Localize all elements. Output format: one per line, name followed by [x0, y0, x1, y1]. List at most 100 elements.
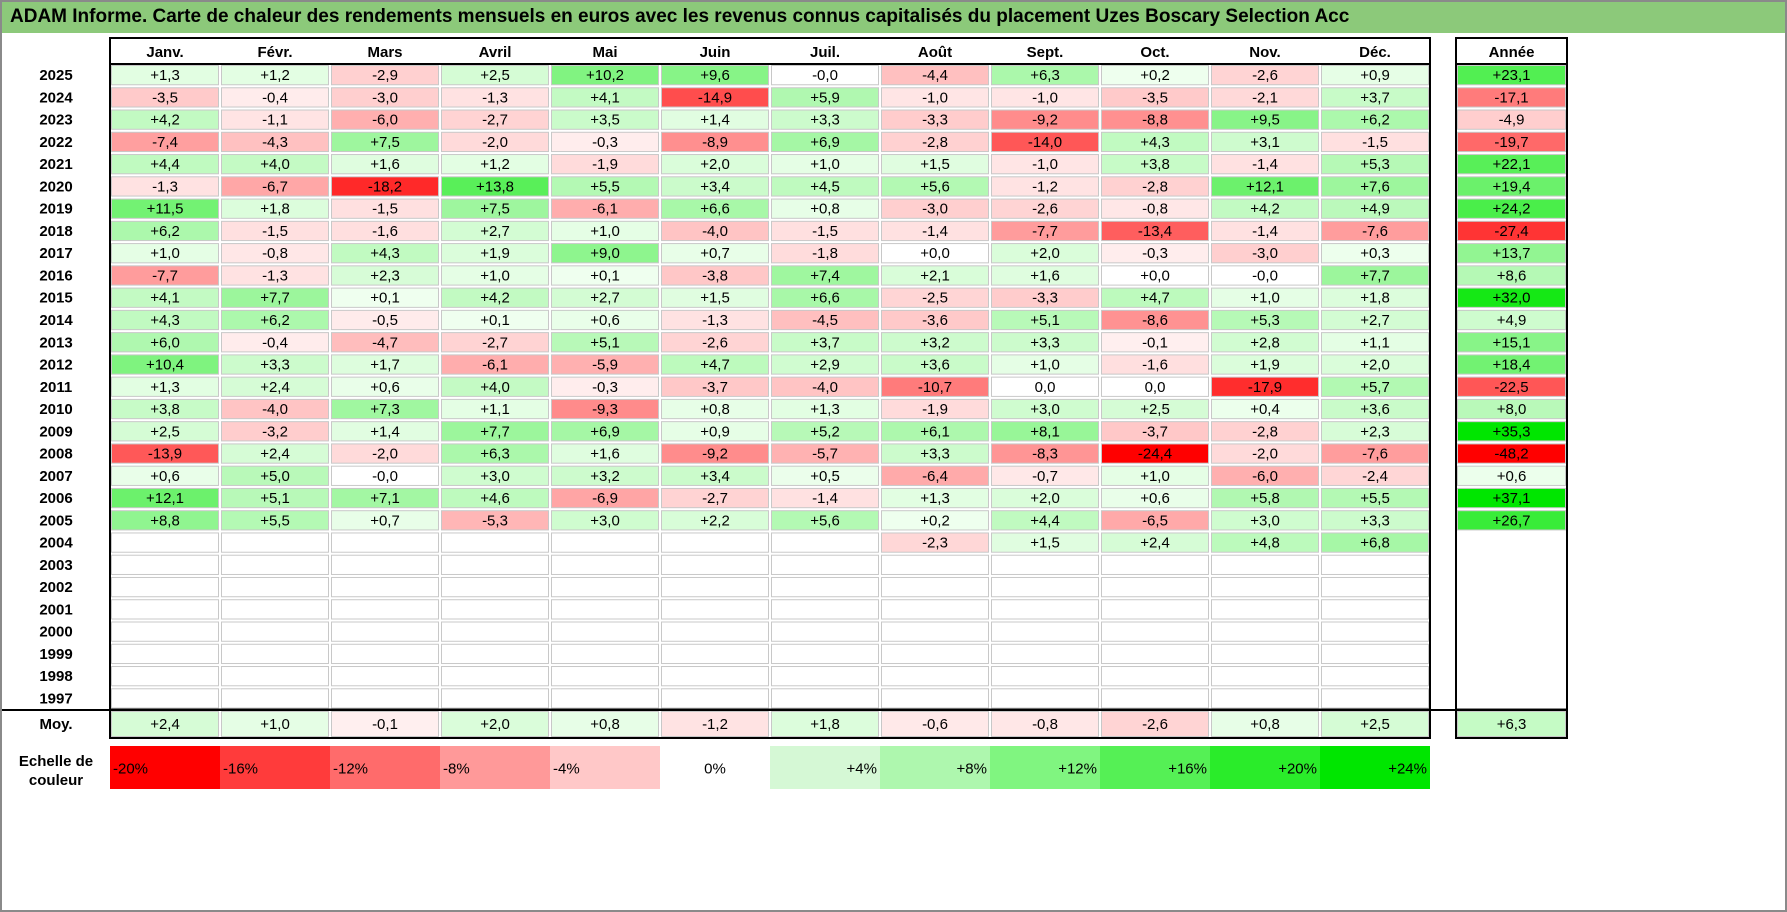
average-value: +2,0 — [480, 716, 510, 733]
cell-value: -17,9 — [1248, 379, 1282, 396]
average-annual-value: +6,3 — [1497, 716, 1527, 733]
scale-label: -8% — [443, 761, 470, 778]
cell-value: +1,3 — [150, 67, 180, 84]
cell-value: +4,1 — [590, 89, 620, 106]
cell-value: +4,3 — [1140, 134, 1170, 151]
scale-label: +12% — [1058, 761, 1097, 778]
heat-cell — [661, 621, 769, 642]
month-header-frame — [109, 37, 1431, 65]
heat-cell — [441, 688, 549, 709]
cell-value: +1,5 — [920, 156, 950, 173]
cell-value: -3,0 — [1252, 245, 1278, 262]
heat-cell — [991, 510, 1099, 531]
cell-value: -2,6 — [702, 334, 728, 351]
heat-cell — [111, 643, 219, 665]
scale-swatch — [660, 746, 770, 789]
heat-cell — [1101, 643, 1209, 665]
heat-cell — [551, 332, 659, 353]
heat-cell — [331, 198, 439, 219]
cell-value: +1,0 — [590, 223, 620, 240]
scale-swatch — [990, 746, 1100, 789]
heat-cell — [881, 666, 989, 687]
cell-value: 0,0 — [1145, 379, 1166, 396]
heat-cell — [111, 532, 219, 553]
cell-value: -8,6 — [1142, 312, 1168, 329]
heat-cell — [991, 154, 1099, 175]
heat-cell — [221, 287, 329, 308]
heat-cell — [1211, 398, 1319, 420]
heat-cell — [331, 287, 439, 308]
heat-cell — [881, 198, 989, 219]
heat-cell — [111, 332, 219, 353]
cell-value: +3,2 — [920, 334, 950, 351]
heat-cell — [551, 376, 659, 397]
annual-cell — [1457, 332, 1566, 353]
year-label-1998: 1998 — [39, 668, 72, 685]
heat-cell — [331, 332, 439, 353]
cell-value: -6,4 — [922, 468, 948, 485]
year-label-2019: 2019 — [39, 201, 72, 218]
heat-cell — [1101, 109, 1209, 130]
heat-cell — [1211, 554, 1319, 575]
heat-cell — [881, 599, 989, 620]
cell-value: -6,1 — [482, 357, 508, 374]
average-value: +1,0 — [260, 716, 290, 733]
year-label-2024: 2024 — [39, 89, 73, 106]
cell-value: +1,0 — [1140, 468, 1170, 485]
heat-cell — [551, 554, 659, 575]
heat-cell — [1211, 87, 1319, 108]
cell-value: -5,3 — [482, 512, 508, 529]
cell-value: -1,1 — [262, 112, 288, 129]
scale-swatch — [330, 746, 440, 789]
cell-value: -0,5 — [372, 312, 398, 329]
heat-cell — [1101, 599, 1209, 620]
heat-cell — [771, 243, 879, 264]
heat-cell — [881, 131, 989, 153]
heat-cell — [1321, 465, 1429, 486]
heat-cell — [331, 243, 439, 264]
cell-value: +6,2 — [1360, 112, 1390, 129]
cell-value: -6,0 — [1252, 468, 1278, 485]
cell-value: -1,5 — [1362, 134, 1388, 151]
heat-cell — [331, 599, 439, 620]
annual-cell — [1457, 154, 1566, 175]
annual-value: +13,7 — [1493, 245, 1531, 262]
cell-value: +0,6 — [590, 312, 620, 329]
cell-value: -2,0 — [482, 134, 508, 151]
heat-cell — [771, 443, 879, 464]
cell-value: -2,5 — [922, 290, 948, 307]
heat-cell — [111, 621, 219, 642]
heat-cell — [1101, 688, 1209, 709]
heat-cell — [221, 443, 329, 464]
heat-cell — [221, 265, 329, 286]
heat-cell — [771, 554, 879, 575]
cell-value: +1,5 — [700, 290, 730, 307]
heat-cell — [1211, 643, 1319, 665]
heat-cell — [1211, 265, 1319, 286]
cell-value: +0,4 — [1250, 401, 1280, 418]
year-label-2025: 2025 — [39, 67, 72, 84]
average-value: +0,8 — [590, 716, 620, 733]
heat-cell — [1101, 465, 1209, 486]
heat-cell — [1321, 87, 1429, 108]
cell-value: +12,1 — [1246, 178, 1284, 195]
cell-value: -0,0 — [1252, 267, 1278, 284]
cell-value: +4,2 — [1250, 201, 1280, 218]
heat-cell — [1101, 309, 1209, 331]
heat-cell — [1211, 220, 1319, 242]
heat-cell — [661, 421, 769, 442]
heat-cell — [111, 398, 219, 420]
cell-value: -1,9 — [592, 156, 618, 173]
cell-value: -6,9 — [592, 490, 618, 507]
heat-cell — [1211, 131, 1319, 153]
heat-cell — [991, 398, 1099, 420]
heat-cell — [331, 421, 439, 442]
scale-swatch — [1210, 746, 1320, 789]
heat-cell — [1211, 198, 1319, 219]
heat-cell — [1211, 354, 1319, 375]
heat-cell — [771, 576, 879, 598]
heat-cell — [661, 666, 769, 687]
heat-cell — [661, 487, 769, 509]
cell-value: +1,6 — [590, 446, 620, 463]
heat-cell — [1211, 599, 1319, 620]
